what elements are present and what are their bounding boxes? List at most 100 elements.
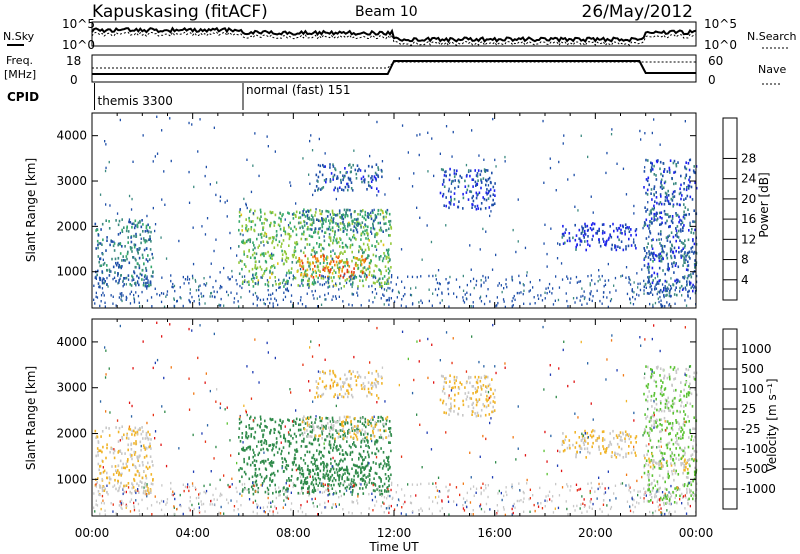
velocity-cell: [630, 441, 632, 444]
power-cell: [485, 183, 487, 187]
power-cell: [595, 231, 597, 235]
power-cell: [581, 225, 583, 228]
velocity-cell: [137, 457, 139, 461]
velocity-cell: [660, 451, 662, 455]
power-cell: [328, 285, 331, 288]
power-cell: [204, 233, 207, 236]
velocity-cell: [314, 436, 316, 440]
velocity-cell: [131, 483, 134, 487]
velocity-cell: [630, 435, 632, 438]
power-cell: [637, 286, 639, 289]
power-cell: [691, 227, 693, 231]
power-cell: [108, 227, 111, 230]
power-cell: [194, 278, 196, 282]
velocity-cell: [267, 458, 269, 461]
power-cell: [346, 259, 348, 262]
velocity-cell: [117, 479, 119, 483]
power-cell: [241, 286, 243, 290]
power-cell: [287, 280, 289, 283]
velocity-cell: [286, 487, 288, 490]
power-cell: [117, 243, 119, 247]
power-cell: [341, 246, 344, 249]
power-cell: [689, 158, 692, 162]
power-cell: [472, 185, 474, 188]
power-cell: [106, 268, 108, 272]
velocity-cell: [318, 443, 321, 447]
velocity-cell: [365, 464, 368, 468]
velocity-cell: [439, 398, 442, 402]
power-cell: [275, 299, 277, 302]
power-cell: [616, 162, 618, 165]
power-cell: [676, 225, 679, 228]
velocity-cell: [443, 392, 446, 395]
power-cell: [690, 275, 693, 279]
velocity-cell: [665, 502, 667, 505]
power-cell: [293, 225, 296, 229]
velocity-cell: [264, 459, 267, 463]
power-cell: [693, 165, 695, 168]
power-cell: [693, 242, 696, 246]
power-cell: [486, 188, 488, 191]
power-cell: [614, 244, 616, 247]
velocity-cell: [575, 455, 577, 459]
velocity-cell: [453, 381, 456, 385]
velocity-cell: [315, 380, 318, 383]
velocity-cell: [374, 489, 376, 493]
power-cell: [363, 216, 365, 220]
velocity-cell: [679, 394, 681, 397]
power-cell: [366, 243, 369, 246]
power-cell: [666, 286, 669, 290]
velocity-cell: [341, 449, 344, 452]
power-cell: [450, 190, 452, 193]
power-cell: [326, 256, 329, 259]
power-cell: [610, 133, 613, 136]
power-cell: [648, 224, 651, 227]
velocity-cell: [459, 381, 461, 384]
power-cell: [95, 295, 97, 298]
power-cell: [132, 278, 135, 281]
power-cell: [263, 272, 265, 275]
power-cell: [387, 251, 389, 255]
power-cell: [330, 260, 332, 263]
power-cell: [445, 224, 447, 227]
power-cell: [598, 275, 600, 278]
power-cell: [358, 258, 361, 261]
power-cell: [363, 180, 366, 184]
power-cell: [284, 232, 287, 236]
power-cell: [308, 279, 310, 282]
power-cell: [269, 253, 272, 257]
velocity-cell: [293, 419, 295, 423]
velocity-cell: [331, 479, 334, 483]
velocity-cell: [622, 432, 624, 436]
power-cell: [598, 269, 600, 272]
power-cell: [296, 241, 298, 244]
power-cell: [636, 293, 638, 296]
velocity-cell: [351, 426, 353, 430]
power-cell: [692, 231, 695, 235]
power-cell: [283, 285, 285, 288]
velocity-cell: [341, 424, 343, 427]
power-cell: [295, 215, 297, 218]
power-cell: [460, 176, 463, 179]
power-cell: [312, 268, 314, 271]
power-cell: [127, 278, 130, 281]
power-cell: [245, 265, 247, 268]
power-cell: [319, 209, 321, 212]
power-cell: [295, 202, 297, 205]
power-cell: [340, 287, 342, 290]
power-cell: [236, 282, 238, 286]
velocity-cell: [693, 371, 695, 375]
power-cell: [680, 223, 682, 226]
power-cell: [695, 186, 698, 190]
velocity-cell: [331, 436, 334, 440]
power-cell: [148, 283, 150, 287]
power-cell: [413, 172, 415, 175]
power-cell: [340, 251, 342, 254]
velocity-cell: [293, 460, 295, 464]
velocity-cell: [382, 464, 385, 468]
power-cell: [672, 283, 674, 286]
power-cell: [316, 297, 318, 300]
power-cell: [281, 259, 283, 262]
power-cell: [583, 236, 585, 239]
power-cell: [439, 152, 441, 155]
